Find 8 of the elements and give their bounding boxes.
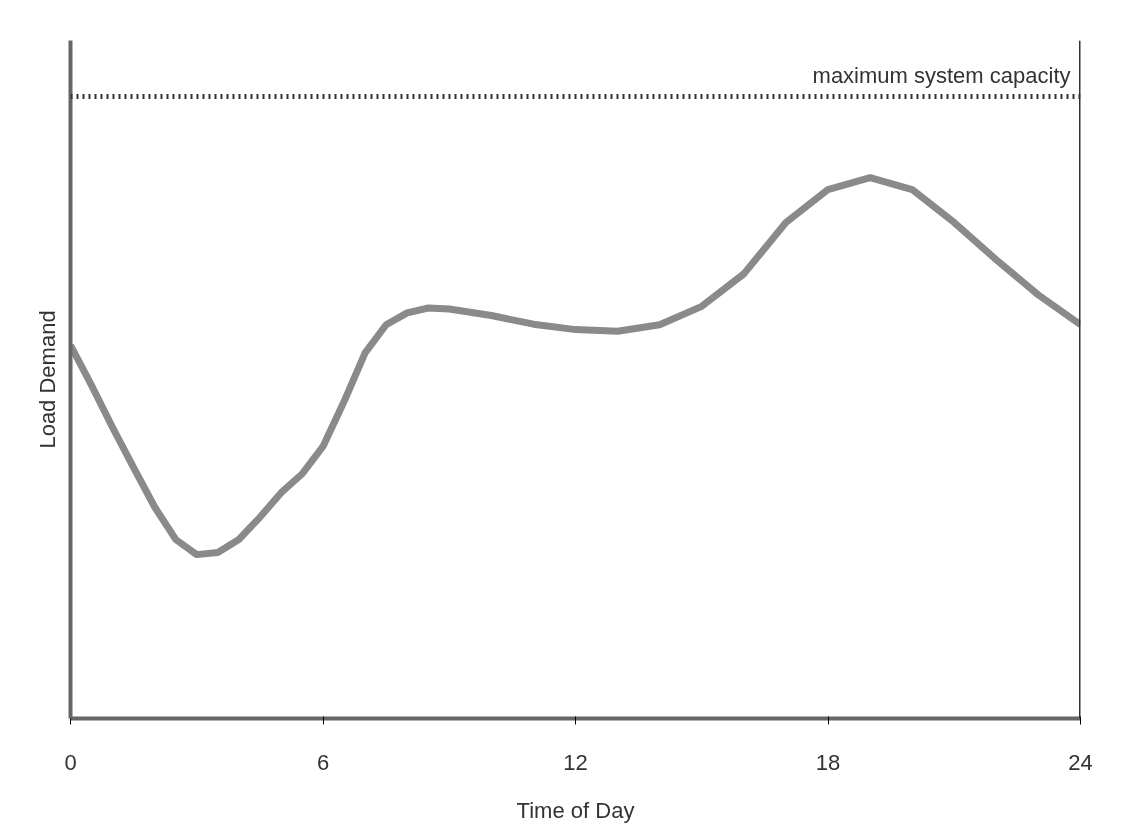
x-tick-label: 24 [1068,749,1093,775]
x-axis-title: Time of Day [516,797,635,823]
y-axis-title: Load Demand [34,310,60,449]
ref-line-label: maximum system capacity [812,63,1071,89]
x-tick-label: 12 [563,749,588,775]
x-tick-label: 18 [815,749,841,775]
x-tick-label: 6 [316,749,330,775]
x-tick-label: 0 [64,749,77,775]
